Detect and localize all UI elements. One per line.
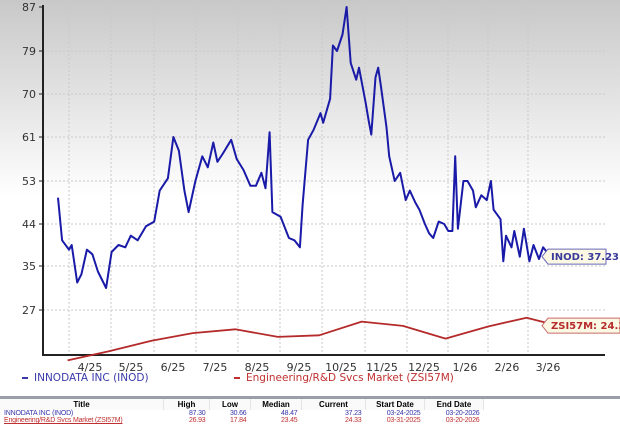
x-tick-label: 6/25 [161,361,186,372]
inod-value-tag: INOD: 37.23 [541,248,619,265]
row-end-date: 03-20-2026 [445,417,480,424]
legend-item-inod[interactable]: INNODATA INC (INOD) [22,372,149,384]
row-title[interactable]: INNODATA INC (INOD) [4,410,74,417]
legend-item-zsi57m[interactable]: Engineering/R&D Svcs Market (ZSI57M) [234,372,454,384]
plot-background [0,0,620,358]
row-low: 30.66 [229,410,247,417]
row-high: 26.93 [188,417,206,424]
row-start-date: 03-24-2025 [386,410,421,417]
y-tick-label: 79 [22,45,36,58]
x-tick-label: 4/25 [78,361,103,372]
end-value-labels: INOD: 37.23 ZSI57M: 24.33 [541,248,620,334]
y-tick-label: 44 [22,218,36,231]
row-high: 87.30 [188,410,206,417]
row-median: 48.47 [280,410,298,417]
row-current: 37.23 [344,410,362,417]
y-tick-label: 61 [22,131,36,144]
inod-price-line [57,6,555,289]
y-tick-label: 53 [22,175,36,188]
y-tick-label: 35 [22,260,36,273]
x-tick-label: 9/25 [287,361,312,372]
x-tick-label: 1/26 [453,361,478,372]
row-current: 24.33 [344,417,362,424]
table-row: INNODATA INC (INOD) 87.30 30.66 48.47 37… [0,410,484,417]
x-tick-label: 3/26 [536,361,561,372]
x-tick-label: 11/25 [366,361,398,372]
row-median: 23.45 [280,417,298,424]
legend-swatch-blue [22,377,28,379]
x-axis: 4/25 5/25 6/25 7/25 8/25 9/25 10/25 11/25 12/25 1… [43,354,605,372]
chart-legend: INNODATA INC (INOD) Engineering/R&D Svcs… [0,372,620,388]
x-tick-label: 7/25 [203,361,228,372]
x-tick-label: 12/25 [408,361,440,372]
line-chart: 87 79 70 61 53 44 35 27 4/25 5/25 6/25 7/25 8/25 9/2… [0,0,620,372]
header-end-date: End Date [424,399,484,410]
y-tick-label: 27 [22,304,36,317]
row-low: 17.84 [229,417,247,424]
row-end-date: 03-20-2026 [445,410,480,417]
stats-table: Title High Low Median Current Start Date… [0,396,620,424]
zsi57m-value-tag: ZSI57M: 24.33 [541,317,620,334]
svg-text:ZSI57M: 24.33: ZSI57M: 24.33 [551,321,620,332]
x-tick-label: 5/25 [119,361,144,372]
data-series [57,6,555,362]
row-title[interactable]: Engineering/R&D Svcs Market (ZSI57M) [4,417,123,424]
y-axis: 87 79 70 61 53 44 35 27 [22,1,44,356]
header-current: Current [301,399,366,410]
stats-header-row: Title High Low Median Current Start Date… [0,399,484,410]
x-tick-label: 2/26 [495,361,520,372]
header-high: High [163,399,210,410]
y-tick-label: 70 [22,88,36,101]
x-tick-label: 8/25 [245,361,270,372]
row-start-date: 03-31-2025 [386,417,421,424]
table-row: Engineering/R&D Svcs Market (ZSI57M) 26.… [0,417,484,424]
legend-swatch-red [234,377,240,379]
header-start-date: Start Date [365,399,425,410]
zsi57m-market-line [67,316,555,362]
svg-text:INOD: 37.23: INOD: 37.23 [551,252,619,263]
header-title: Title [0,399,164,410]
x-tick-label: 10/25 [325,361,357,372]
header-median: Median [250,399,302,410]
header-low: Low [209,399,251,410]
y-tick-label: 87 [22,1,36,14]
